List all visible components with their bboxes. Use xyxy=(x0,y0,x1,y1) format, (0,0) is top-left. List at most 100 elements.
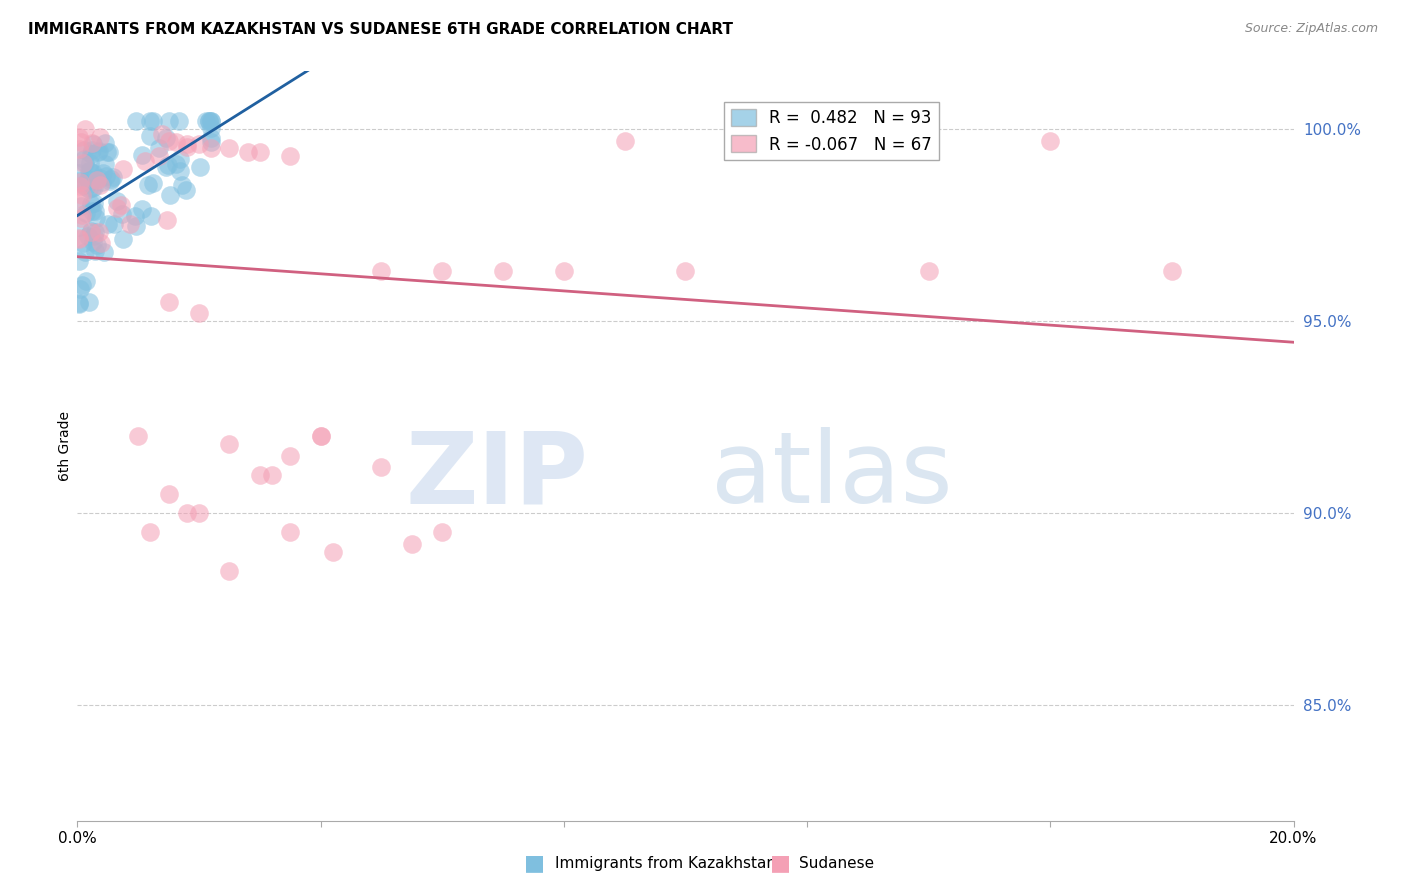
Text: Sudanese: Sudanese xyxy=(799,856,873,871)
Point xyxy=(675,264,697,278)
Point xyxy=(98,174,121,188)
Point xyxy=(142,114,165,128)
Point xyxy=(110,207,132,221)
Point xyxy=(176,137,198,152)
Point xyxy=(69,283,91,297)
Point xyxy=(401,537,423,551)
Point xyxy=(72,178,94,192)
Point xyxy=(70,208,93,222)
Point xyxy=(176,140,198,154)
Point xyxy=(159,114,181,128)
Point xyxy=(82,136,104,150)
Point xyxy=(188,137,211,152)
Point xyxy=(139,525,162,540)
Point xyxy=(430,264,453,278)
Point xyxy=(174,183,197,197)
Text: Immigrants from Kazakhstan: Immigrants from Kazakhstan xyxy=(555,856,776,871)
Point xyxy=(83,195,105,210)
Point xyxy=(139,114,162,128)
Point xyxy=(156,158,179,172)
Point xyxy=(236,145,259,159)
Point xyxy=(101,170,124,185)
Point xyxy=(105,194,128,208)
Point xyxy=(110,198,132,212)
Point xyxy=(148,149,170,163)
Point xyxy=(83,228,105,243)
Point xyxy=(200,114,222,128)
Point xyxy=(165,157,187,171)
Point xyxy=(84,211,107,225)
Text: IMMIGRANTS FROM KAZAKHSTAN VS SUDANESE 6TH GRADE CORRELATION CHART: IMMIGRANTS FROM KAZAKHSTAN VS SUDANESE 6… xyxy=(28,22,733,37)
Point xyxy=(86,173,108,187)
Point xyxy=(97,145,120,159)
Point xyxy=(96,169,118,183)
Point xyxy=(69,199,91,213)
Point xyxy=(136,178,159,192)
Point xyxy=(76,274,98,288)
Point xyxy=(112,232,135,246)
Point xyxy=(157,294,180,309)
Point xyxy=(278,449,301,463)
Point xyxy=(86,237,108,252)
Point xyxy=(82,166,104,180)
Point xyxy=(167,114,190,128)
Point xyxy=(93,245,115,260)
Text: ZIP: ZIP xyxy=(405,427,588,524)
Point xyxy=(218,141,240,155)
Point xyxy=(67,174,90,188)
Point xyxy=(198,114,221,128)
Point xyxy=(73,144,96,158)
Point xyxy=(75,179,97,194)
Point xyxy=(200,135,222,149)
Point xyxy=(73,122,96,136)
Point xyxy=(94,136,117,150)
Point xyxy=(80,146,103,161)
Point xyxy=(94,156,117,170)
Point xyxy=(82,181,104,195)
Point xyxy=(77,229,100,244)
Text: ■: ■ xyxy=(770,854,790,873)
Point xyxy=(75,206,97,220)
Point xyxy=(77,294,100,309)
Point xyxy=(89,178,111,192)
Point xyxy=(188,160,211,174)
Point xyxy=(80,225,103,239)
Point xyxy=(73,152,96,166)
Point xyxy=(169,164,191,178)
Point xyxy=(249,145,271,159)
Point xyxy=(96,145,118,159)
Point xyxy=(118,217,141,231)
Point xyxy=(69,178,91,193)
Point xyxy=(142,176,165,190)
Point xyxy=(131,202,153,216)
Point xyxy=(194,114,217,128)
Point xyxy=(82,235,104,249)
Point xyxy=(125,219,148,234)
Point xyxy=(124,114,146,128)
Point xyxy=(188,506,211,520)
Y-axis label: 6th Grade: 6th Grade xyxy=(58,411,72,481)
Point xyxy=(1161,264,1184,278)
Point xyxy=(139,210,162,224)
Point xyxy=(73,245,96,260)
Point xyxy=(124,210,146,224)
Point xyxy=(77,171,100,186)
Point xyxy=(67,130,90,145)
Point xyxy=(112,162,135,177)
Point xyxy=(89,130,111,145)
Point xyxy=(131,147,153,161)
Point xyxy=(155,161,177,175)
Point xyxy=(200,131,222,145)
Point xyxy=(188,306,211,320)
Point xyxy=(278,525,301,540)
Point xyxy=(370,460,392,475)
Point xyxy=(200,114,222,128)
Point xyxy=(70,188,93,202)
Point xyxy=(84,225,107,239)
Point xyxy=(260,467,283,482)
Point xyxy=(67,231,90,245)
Point xyxy=(67,219,90,234)
Point xyxy=(918,264,941,278)
Point xyxy=(83,179,105,194)
Point xyxy=(492,264,515,278)
